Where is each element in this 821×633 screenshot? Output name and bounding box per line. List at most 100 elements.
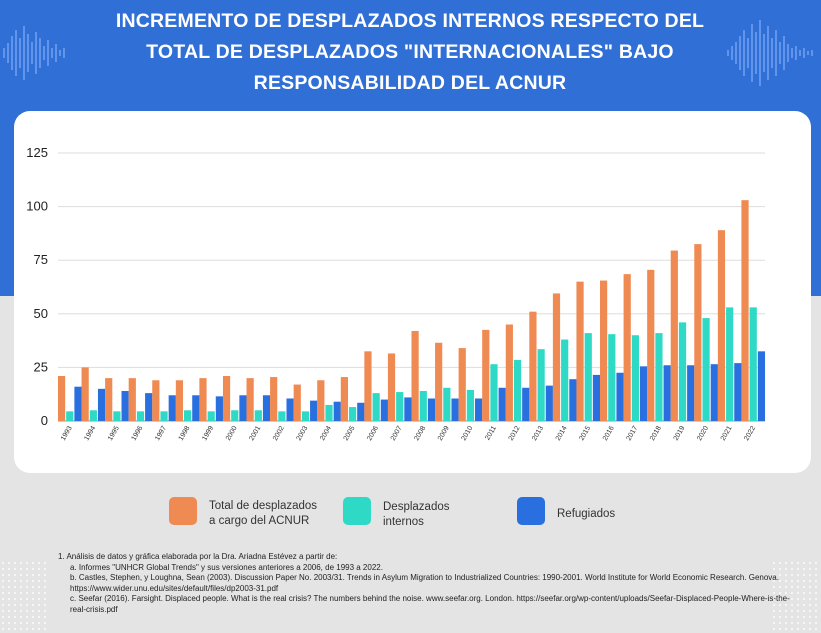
bar-internos [537,349,545,421]
bar-refugiados [97,388,106,421]
x-tick-label: 2017 [626,425,640,442]
bar-internos [584,333,592,421]
bar-refugiados [168,395,176,421]
x-tick-label: 2013 [531,425,545,442]
bar-refugiados [262,395,271,421]
bar-refugiados [357,402,365,421]
bar-internos [231,410,239,421]
bar-total [505,324,513,421]
bar-total [152,380,160,421]
x-tick-label: 2019 [673,425,687,442]
bar-total [647,269,655,421]
y-tick-label: 0 [41,413,48,428]
y-tick-label: 25 [34,359,48,374]
bar-chart: 0 25 50 75 100 125 1993 1994 1995 1996 1997 1998 199… [26,145,766,442]
bar-total [293,384,301,421]
bar-internos [278,411,286,421]
bar-internos [678,322,687,421]
bar-total [623,274,631,421]
bar-refugiados [286,398,294,421]
bar-total [576,281,584,421]
bar-internos [348,407,357,421]
bar-internos [466,389,475,421]
footnote-b: b. Castles, Stephen, y Loughna, Sean (20… [70,573,779,593]
bar-total [128,378,136,421]
bar-refugiados [404,397,412,421]
x-tick-label: 2022 [743,425,757,442]
x-tick-label: 2015 [578,425,592,442]
bar-internos [490,364,498,421]
legend-label-internos: Desplazados internos [383,501,450,528]
bar-refugiados [475,398,483,421]
dot-pattern-left-decoration [0,560,50,633]
bar-internos [561,339,569,421]
bar-total [482,329,490,421]
x-tick-label: 2014 [555,425,569,442]
bar-refugiados [215,396,223,421]
bar-total [340,377,348,421]
chart-title: INCREMENTO DE DESPLAZADOS INTERNOS RESPE… [115,10,705,94]
bar-total [529,311,537,421]
y-tick-label: 100 [26,199,48,214]
bar-internos [702,318,710,421]
bar-total [387,353,396,421]
bar-total [717,230,726,421]
bar-total [270,377,278,421]
x-tick-label: 2018 [649,425,663,442]
bar-total [552,293,561,421]
bar-refugiados [522,387,530,421]
x-tick-label: 2012 [508,425,522,442]
y-tick-label: 50 [34,306,48,321]
bar-internos [419,390,427,421]
bar-refugiados [757,351,766,421]
bar-total [458,348,466,421]
bar-refugiados [663,365,671,421]
x-tick-label: 2006 [366,425,380,442]
bar-internos [113,411,121,421]
x-tick-label: 2008 [413,425,427,442]
bar-total [600,280,608,421]
legend-swatch-total [169,497,197,525]
x-tick-label: 2009 [437,425,451,442]
bar-internos [726,307,734,421]
bar-refugiados [310,400,318,421]
x-tick-label: 2016 [602,425,616,442]
bar-refugiados [451,398,459,421]
bar-refugiados [734,363,742,421]
bar-total [694,244,702,421]
footnotes: 1. Análisis de datos y gráfica elaborada… [58,552,798,615]
left-soundwave-decoration [3,26,65,80]
bar-internos [207,411,215,421]
bar-refugiados [74,386,82,421]
bar-refugiados [710,364,718,421]
x-tick-label: 2021 [720,425,734,442]
bar-total [435,342,443,421]
bar-total [57,375,66,421]
bar-total [105,378,113,421]
bar-refugiados [192,395,200,421]
bar-internos [749,307,757,421]
y-tick-label: 75 [34,252,48,267]
dot-pattern-right-decoration [771,560,821,633]
bar-internos [513,359,522,421]
x-tick-label: 2000 [225,425,239,442]
x-tick-label: 2003 [296,425,310,442]
bar-internos [301,411,310,421]
legend-swatch-refugiados [517,497,545,525]
x-tick-label: 1998 [178,425,192,442]
x-tick-label: 2004 [319,425,333,442]
footnote-c: c. Seefar (2016). Farsight. Displaced pe… [70,594,790,614]
bar-total [81,367,89,421]
bar-refugiados [333,401,341,421]
bar-total [364,351,372,421]
bar-internos [631,335,639,421]
x-tick-label: 2010 [461,425,475,442]
footnote-1: 1. Análisis de datos y gráfica elaborada… [58,552,338,561]
x-tick-label: 1997 [154,425,168,442]
bar-refugiados [616,372,624,421]
bar-total [246,378,254,421]
legend-label-total: Total de desplazados a cargo del ACNUR [209,500,318,527]
bar-internos [89,410,97,421]
legend-swatch-internos [343,497,371,525]
bar-internos [184,410,192,421]
